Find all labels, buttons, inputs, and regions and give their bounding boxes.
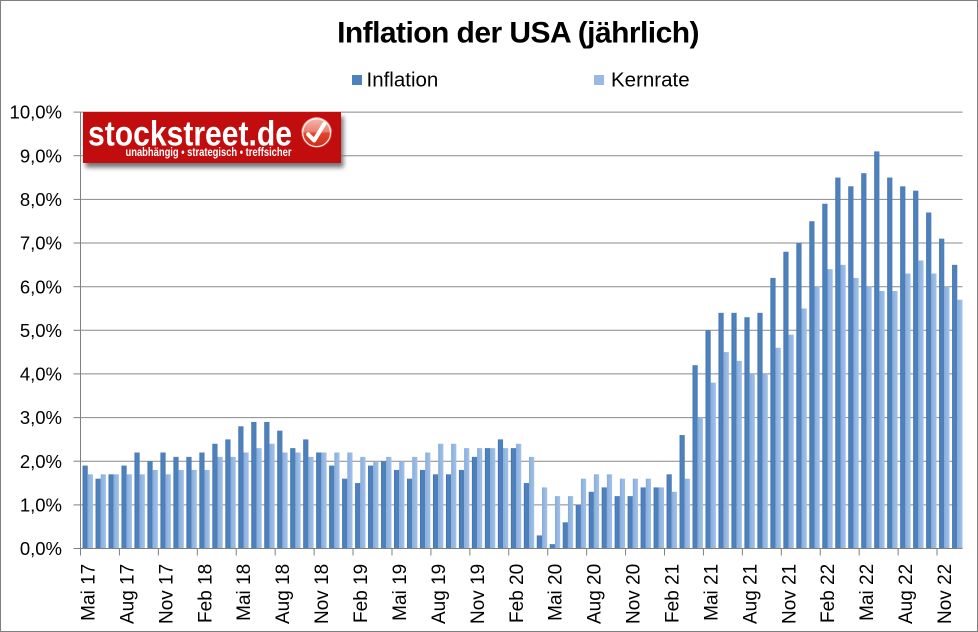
svg-text:Nov 20: Nov 20 xyxy=(624,564,645,624)
svg-text:Feb 19: Feb 19 xyxy=(351,564,372,623)
svg-text:Inflation: Inflation xyxy=(367,69,439,92)
svg-text:6,0%: 6,0% xyxy=(20,276,62,297)
svg-text:Kernrate: Kernrate xyxy=(611,69,690,92)
svg-text:Feb 20: Feb 20 xyxy=(507,564,528,623)
svg-text:7,0%: 7,0% xyxy=(20,233,62,254)
svg-text:Mai 17: Mai 17 xyxy=(79,564,100,621)
svg-text:Nov 19: Nov 19 xyxy=(468,564,489,624)
svg-text:10,0%: 10,0% xyxy=(10,102,62,123)
svg-text:Aug 21: Aug 21 xyxy=(740,564,761,624)
svg-text:stockstreet.de: stockstreet.de xyxy=(88,115,292,154)
svg-text:Feb 22: Feb 22 xyxy=(818,564,839,623)
svg-text:Feb 21: Feb 21 xyxy=(663,564,684,623)
svg-text:Aug 19: Aug 19 xyxy=(429,564,450,624)
svg-text:unabhängig • strategisch • tre: unabhängig • strategisch • treffsicher xyxy=(126,145,292,159)
svg-text:Nov 17: Nov 17 xyxy=(156,564,177,624)
svg-text:Aug 17: Aug 17 xyxy=(117,564,138,624)
svg-text:Mai 19: Mai 19 xyxy=(390,564,411,621)
svg-text:4,0%: 4,0% xyxy=(20,364,62,385)
svg-text:Aug 20: Aug 20 xyxy=(585,564,606,624)
svg-text:Nov 21: Nov 21 xyxy=(779,564,800,624)
svg-text:Mai 18: Mai 18 xyxy=(234,564,255,621)
svg-text:Nov 18: Nov 18 xyxy=(312,564,333,624)
svg-text:Nov 22: Nov 22 xyxy=(935,564,956,624)
svg-text:Mai 22: Mai 22 xyxy=(857,564,878,621)
svg-text:Mai 20: Mai 20 xyxy=(546,564,567,621)
svg-text:3,0%: 3,0% xyxy=(20,407,62,428)
svg-text:9,0%: 9,0% xyxy=(20,145,62,166)
svg-text:Aug 18: Aug 18 xyxy=(273,564,294,624)
svg-text:5,0%: 5,0% xyxy=(20,320,62,341)
svg-text:2,0%: 2,0% xyxy=(20,451,62,472)
svg-text:Mai 21: Mai 21 xyxy=(701,564,722,621)
svg-text:Aug 22: Aug 22 xyxy=(896,564,917,624)
svg-text:0,0%: 0,0% xyxy=(20,538,62,559)
svg-text:Feb 18: Feb 18 xyxy=(195,564,216,623)
svg-text:8,0%: 8,0% xyxy=(20,189,62,210)
svg-text:Inflation der USA (jährlich): Inflation der USA (jährlich) xyxy=(337,17,699,50)
svg-text:1,0%: 1,0% xyxy=(20,495,62,516)
